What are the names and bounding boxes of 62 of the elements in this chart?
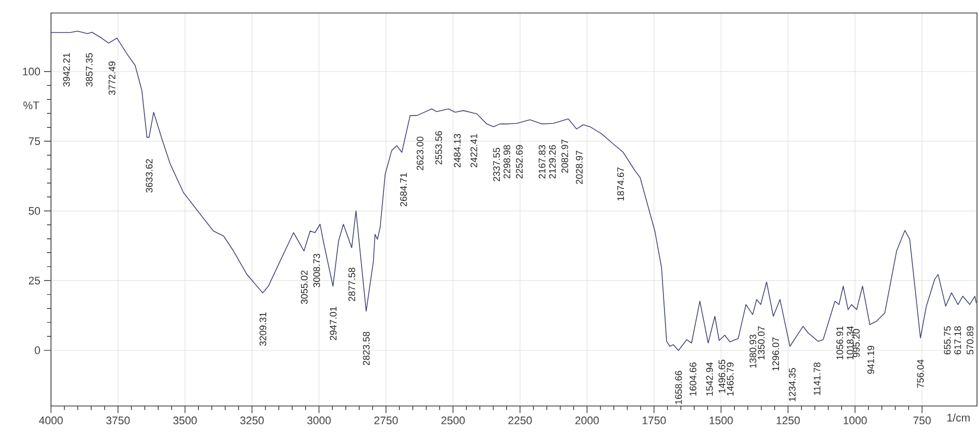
annotation: 1141.78 bbox=[814, 362, 820, 395]
annotation: 1056.91 bbox=[836, 326, 844, 360]
x-tick-label: 2250 bbox=[508, 416, 532, 424]
annotation: 2484.13 bbox=[454, 134, 461, 168]
annotation: 3633.62 bbox=[146, 159, 153, 192]
y-tick-label: 50 bbox=[28, 207, 40, 215]
annotation: 941.19 bbox=[867, 346, 874, 374]
annotation: 2082.97 bbox=[561, 140, 568, 173]
annotation: 3942.21 bbox=[63, 53, 70, 87]
x-tick-label: 750 bbox=[913, 416, 931, 424]
x-tick-label: 3000 bbox=[307, 416, 331, 424]
annotation: 3857.35 bbox=[86, 53, 93, 87]
annotation: 655.75 bbox=[944, 326, 951, 354]
y-tick-label: 75 bbox=[28, 137, 40, 146]
x-tick-label: 2750 bbox=[374, 416, 398, 424]
annotation: 3209.31 bbox=[260, 312, 266, 346]
x-tick-label: 3250 bbox=[240, 416, 264, 424]
annotation: 1018.34 bbox=[846, 326, 854, 360]
annotation: 2553.56 bbox=[435, 131, 442, 164]
annotation: 1296.07 bbox=[772, 337, 780, 370]
y-tick-label: 100 bbox=[23, 68, 40, 76]
annotation: 1658.66 bbox=[675, 370, 682, 404]
annotation: 2298.98 bbox=[504, 145, 510, 178]
annotation: 3772.49 bbox=[108, 62, 116, 95]
annotation: 995.20 bbox=[852, 329, 860, 358]
annotation: 1874.67 bbox=[617, 167, 624, 200]
x-tick-label: 1250 bbox=[776, 416, 800, 424]
annotation: 3008.73 bbox=[313, 254, 320, 288]
x-tick-label: 3750 bbox=[106, 416, 130, 424]
annotation: 2877.58 bbox=[348, 268, 356, 302]
annotation: 570.89 bbox=[966, 326, 974, 354]
x-tick-label: 4000 bbox=[39, 416, 63, 424]
annotation: 2623.00 bbox=[416, 136, 424, 170]
annotation: 1234.35 bbox=[788, 368, 796, 402]
annotation: 1542.94 bbox=[706, 362, 713, 396]
annotation: 617.18 bbox=[954, 326, 962, 354]
y-tick-label: 0 bbox=[34, 346, 40, 354]
annotation: 2167.83 bbox=[538, 145, 546, 178]
y-axis-title: %T bbox=[23, 102, 40, 110]
annotation: 2252.69 bbox=[516, 145, 523, 178]
annotation: 3055.02 bbox=[300, 270, 308, 304]
x-tick-label: 2000 bbox=[575, 416, 599, 424]
x-axis-title: 1/cm bbox=[947, 414, 970, 422]
annotation: 2129.26 bbox=[549, 145, 556, 178]
annotation: 1604.66 bbox=[690, 362, 696, 396]
x-tick-label: 1500 bbox=[710, 416, 733, 424]
annotation: 2823.58 bbox=[362, 332, 370, 366]
x-tick-label: 2500 bbox=[441, 416, 465, 424]
x-tick-label: 1000 bbox=[844, 416, 867, 424]
annotation: 2947.01 bbox=[330, 306, 337, 340]
annotation: 1350.07 bbox=[758, 326, 765, 360]
annotation: 2684.71 bbox=[400, 173, 407, 206]
annotation: 2337.55 bbox=[493, 148, 500, 182]
annotation: 756.04 bbox=[917, 360, 924, 388]
x-tick-label: 3500 bbox=[173, 416, 197, 424]
annotation: 1380.93 bbox=[750, 334, 756, 368]
annotation: 1465.79 bbox=[726, 362, 734, 396]
annotation: 2422.41 bbox=[470, 134, 478, 168]
annotation: 1496.65 bbox=[718, 360, 726, 393]
annotation: 2028.97 bbox=[576, 150, 583, 184]
y-tick-label: 25 bbox=[28, 276, 40, 284]
x-tick-label: 1750 bbox=[642, 416, 666, 424]
